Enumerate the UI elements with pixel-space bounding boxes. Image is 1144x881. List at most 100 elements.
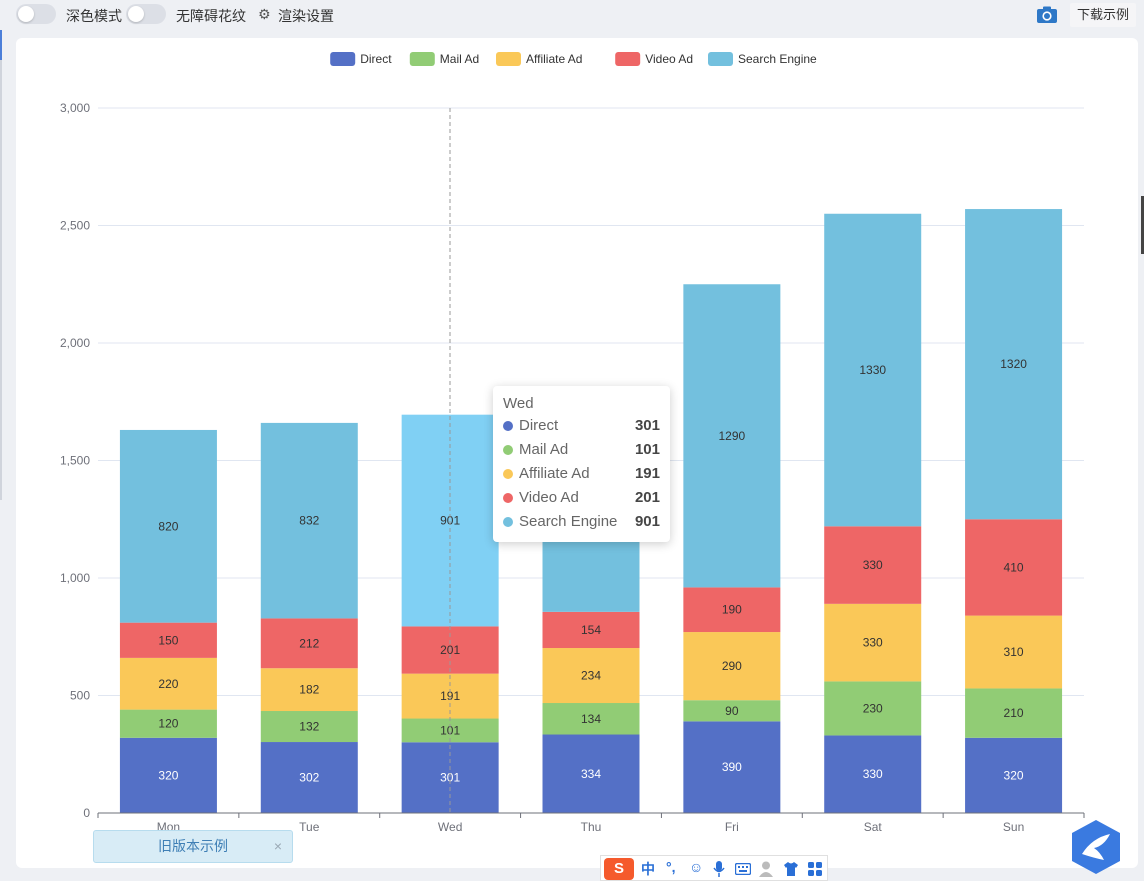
old-version-example-banner[interactable]: 旧版本示例 × xyxy=(93,830,293,863)
bar-data-label: 132 xyxy=(299,720,319,734)
bar-data-label: 190 xyxy=(722,603,742,617)
bar-segment xyxy=(824,213,922,527)
bar-segment xyxy=(683,721,781,813)
gear-icon[interactable]: ⚙ xyxy=(258,6,271,22)
series-dot-icon xyxy=(503,445,513,455)
bar-segment xyxy=(824,603,922,682)
download-example-button[interactable]: 下载示例 xyxy=(1070,3,1136,27)
bar-segment xyxy=(401,718,499,743)
bar-data-label: 234 xyxy=(581,669,601,683)
bar-segment xyxy=(119,622,217,658)
tooltip-series-value: 191 xyxy=(634,465,660,482)
legend-swatch xyxy=(615,52,641,66)
ime-language-toggle[interactable]: 中 xyxy=(641,861,655,877)
x-tick-label: Wed xyxy=(438,820,462,834)
emoji-icon[interactable]: ☺ xyxy=(689,859,704,875)
tooltip-series-value: 301 xyxy=(634,417,660,434)
legend-item-label: Video Ad xyxy=(645,52,693,66)
bar-segment xyxy=(119,737,217,813)
tooltip-title: Wed xyxy=(503,395,534,412)
bar-data-label: 120 xyxy=(158,717,178,731)
left-edge-indicator xyxy=(0,30,2,60)
legend-swatch xyxy=(409,52,435,66)
x-tick-label: Sat xyxy=(864,820,883,834)
bar-segment xyxy=(119,709,217,738)
aria-pattern-toggle[interactable] xyxy=(126,4,166,24)
bar-segment xyxy=(542,734,640,813)
chart-tooltip: Wed Direct 301 Mail Ad 101 Affiliate Ad 191 Vi… xyxy=(493,386,670,542)
keyboard-icon[interactable] xyxy=(735,863,751,875)
bar-segment xyxy=(965,615,1063,689)
bar-data-label: 410 xyxy=(1004,560,1024,574)
bar-segment xyxy=(683,284,781,588)
tooltip-series-name: Mail Ad xyxy=(519,441,569,458)
user-icon[interactable] xyxy=(759,861,773,877)
legend-item-label: Mail Ad xyxy=(440,52,479,66)
bar-segment xyxy=(965,737,1063,813)
bar-segment xyxy=(824,681,922,736)
dark-mode-label: 深色模式 xyxy=(66,8,122,24)
bar-data-label: 820 xyxy=(158,519,178,533)
tooltip-row: Affiliate Ad 191 xyxy=(503,462,660,486)
render-settings-link[interactable]: 渲染设置 xyxy=(278,8,334,24)
bar-data-label: 320 xyxy=(158,768,178,782)
tooltip-series-name: Direct xyxy=(519,417,559,434)
ime-punctuation-toggle[interactable]: °, xyxy=(666,859,676,875)
bar-segment xyxy=(119,429,217,623)
sogou-logo-icon[interactable]: S xyxy=(604,858,634,880)
legend[interactable]: Direct Mail Ad Affiliate Ad Video Ad Search … xyxy=(330,52,817,66)
series-dot-icon xyxy=(503,493,513,503)
bar-data-label: 1330 xyxy=(859,363,886,377)
bar-data-label: 230 xyxy=(863,701,883,715)
bar-data-label: 220 xyxy=(158,677,178,691)
bar-segment xyxy=(683,632,781,701)
x-tick-label: Fri xyxy=(725,820,739,834)
series-dot-icon xyxy=(503,421,513,431)
y-tick-label: 500 xyxy=(70,689,90,703)
bar-segment xyxy=(119,657,217,710)
bar-segment xyxy=(965,209,1063,520)
bar-data-label: 901 xyxy=(440,514,460,528)
legend-swatch xyxy=(330,52,356,66)
tooltip-row: Direct 301 xyxy=(503,414,660,438)
tooltip-series-name: Video Ad xyxy=(519,489,579,506)
camera-icon[interactable] xyxy=(1036,6,1058,24)
x-tick-label: Thu xyxy=(581,820,602,834)
skin-shirt-icon[interactable] xyxy=(783,861,799,877)
aria-pattern-label: 无障碍花纹 xyxy=(176,8,246,24)
y-axis: 0 500 1,000 1,500 2,000 2,500 3,000 xyxy=(60,101,90,820)
bar-data-label: 1290 xyxy=(719,429,746,443)
toolbox-grid-icon[interactable] xyxy=(807,861,823,877)
bar-data-label: 134 xyxy=(581,712,601,726)
y-tick-label: 1,500 xyxy=(60,454,90,468)
series-dot-icon xyxy=(503,469,513,479)
bar-data-label: 310 xyxy=(1004,645,1024,659)
bar-data-label: 334 xyxy=(581,767,601,781)
legend-item-label: Affiliate Ad xyxy=(526,52,582,66)
y-tick-label: 2,000 xyxy=(60,336,90,350)
floating-bird-logo-icon[interactable] xyxy=(1070,818,1122,876)
top-toolbar: 深色模式 无障碍花纹 ⚙ 渲染设置 下载示例 xyxy=(0,0,1144,30)
dark-mode-toggle[interactable] xyxy=(16,4,56,24)
legend-swatch xyxy=(708,52,733,66)
bar-segment xyxy=(542,648,640,704)
x-tick-label: Tue xyxy=(299,820,320,834)
scrollbar-thumb[interactable] xyxy=(1141,196,1144,254)
bar-data-label: 832 xyxy=(299,514,319,528)
close-icon[interactable]: × xyxy=(273,838,282,854)
bar-data-label: 290 xyxy=(722,659,742,673)
microphone-icon[interactable] xyxy=(713,861,725,877)
tooltip-series-value: 201 xyxy=(634,489,660,506)
bar-segment xyxy=(260,711,358,743)
tooltip-series-name: Search Engine xyxy=(519,513,618,530)
y-tick-label: 3,000 xyxy=(60,101,90,115)
bar-segment xyxy=(683,700,781,722)
bar-data-label: 101 xyxy=(440,723,460,737)
bar-data-label: 90 xyxy=(725,704,739,718)
bar-segment xyxy=(260,668,358,712)
tooltip-row: Video Ad 201 xyxy=(503,486,660,510)
bar-data-label: 320 xyxy=(1004,768,1024,782)
ime-toolbar: S 中 °, ☺ xyxy=(600,855,828,881)
bar-data-label: 390 xyxy=(722,760,742,774)
bar-data-label: 150 xyxy=(158,633,178,647)
